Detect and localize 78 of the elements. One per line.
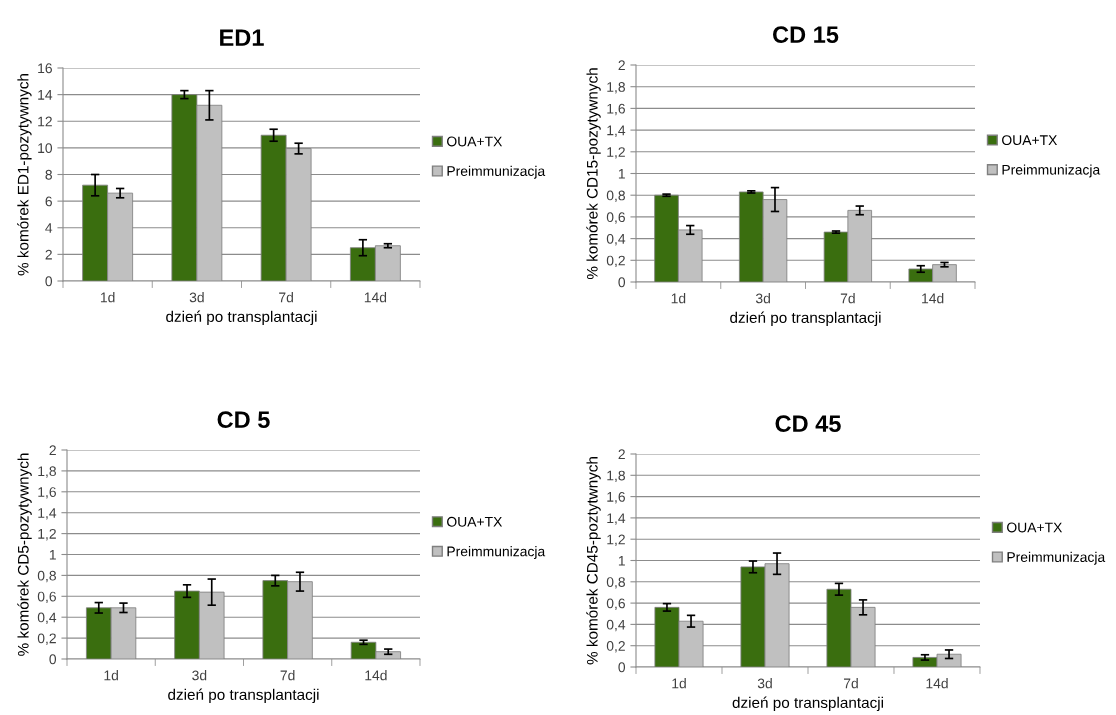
legend-label: Preimmunizacja (447, 546, 546, 560)
y-tick-label: 4 (45, 223, 53, 233)
x-axis-title: dzień po transplantacji (168, 688, 319, 704)
y-tick-label: 0 (49, 654, 57, 665)
x-tick-label: 7d (279, 292, 293, 303)
x-tick-label: 14d (364, 292, 387, 303)
x-tick-label: 3d (755, 293, 770, 304)
y-tick-label: 0,4 (606, 233, 626, 246)
chart-title: ED1 (220, 29, 264, 46)
y-tick-label: 0,6 (606, 212, 625, 224)
x-tick-label: 14d (926, 678, 948, 689)
x-tick-label: 14d (922, 293, 944, 304)
y-tick-label: 2 (49, 445, 56, 456)
y-tick-label: 16 (38, 63, 52, 74)
x-axis-title: dzień po transplantacji (730, 311, 881, 327)
chart-title: CD 15 (773, 26, 839, 44)
y-tick-label: 10 (38, 143, 53, 154)
x-tick-label: 1d (672, 678, 686, 689)
chart-title: CD 5 (217, 411, 270, 429)
y-tick-label: 1,4 (607, 513, 626, 525)
y-tick-label: 1,8 (38, 466, 56, 478)
y-tick-label: 0,2 (606, 641, 625, 653)
legend-label: OUA+TX (447, 136, 503, 147)
y-tick-label: 1,6 (38, 487, 56, 499)
x-tick-label: 3d (757, 678, 772, 689)
y-tick-label: 1,2 (607, 534, 625, 547)
y-tick-label: 1,4 (38, 508, 57, 520)
y-tick-label: 2 (618, 449, 625, 460)
y-tick-label: 0,8 (606, 190, 625, 203)
x-tick-label: 1d (104, 670, 118, 681)
y-tick-label: 1,4 (607, 125, 626, 137)
legend-label: Preimmunizacja (1002, 164, 1101, 178)
legend-label: Preimmunizacja (1007, 551, 1106, 565)
y-tick-label: 0,2 (37, 633, 56, 645)
y-tick-label: 1 (49, 549, 56, 560)
y-tick-label: 14 (38, 90, 53, 100)
legend-label: Preimmunizacja (447, 165, 546, 179)
y-tick-label: 0,2 (606, 255, 625, 268)
y-tick-label: 1,2 (607, 147, 625, 159)
x-tick-label: 1d (671, 293, 686, 304)
y-axis-title: % komórek CD5-pozytywnych (17, 453, 32, 656)
y-tick-label: 1,2 (38, 528, 56, 541)
y-tick-label: 0,4 (37, 612, 57, 625)
y-tick-label: 0,4 (606, 619, 626, 632)
y-tick-label: 6 (45, 196, 52, 207)
chart-title: CD 45 (775, 415, 841, 433)
legend-label: OUA+TX (447, 516, 503, 527)
y-tick-label: 0 (45, 276, 53, 287)
y-tick-label: 0 (618, 662, 626, 673)
x-axis-title: dzień po transplantacji (166, 310, 317, 326)
x-tick-label: 7d (280, 670, 295, 681)
x-tick-label: 3d (189, 292, 204, 303)
x-tick-label: 7d (840, 293, 855, 304)
x-tick-label: 1d (100, 292, 115, 303)
x-tick-label: 14d (365, 670, 387, 681)
legend-label: OUA+TX (1002, 135, 1058, 146)
y-tick-label: 1,6 (607, 491, 625, 504)
x-tick-label: 3d (192, 670, 207, 681)
y-axis-title: % komórek CD45-poztytwnych (586, 457, 601, 665)
y-tick-label: 0,8 (37, 570, 56, 583)
y-tick-label: 1,8 (607, 470, 625, 483)
y-tick-label: 1 (618, 555, 625, 566)
y-tick-label: 2 (618, 60, 625, 71)
y-axis-title: % komórek ED1-pozytywnych (17, 74, 32, 276)
y-tick-label: 0,6 (37, 591, 56, 604)
y-tick-label: 1,6 (607, 103, 625, 116)
y-tick-label: 8 (45, 169, 52, 180)
y-tick-label: 0 (618, 277, 626, 288)
x-axis-title: dzień po transplantacji (732, 696, 883, 712)
y-tick-label: 1,8 (607, 82, 625, 94)
y-tick-label: 12 (38, 116, 52, 127)
y-tick-label: 2 (45, 249, 52, 260)
y-tick-label: 0,8 (606, 577, 625, 589)
y-tick-label: 1 (618, 168, 625, 179)
x-tick-label: 7d (843, 678, 858, 689)
y-tick-label: 0,6 (606, 598, 625, 610)
y-axis-title: % komórek CD15-pozytywnych (586, 68, 601, 280)
legend-label: OUA+TX (1007, 522, 1063, 533)
